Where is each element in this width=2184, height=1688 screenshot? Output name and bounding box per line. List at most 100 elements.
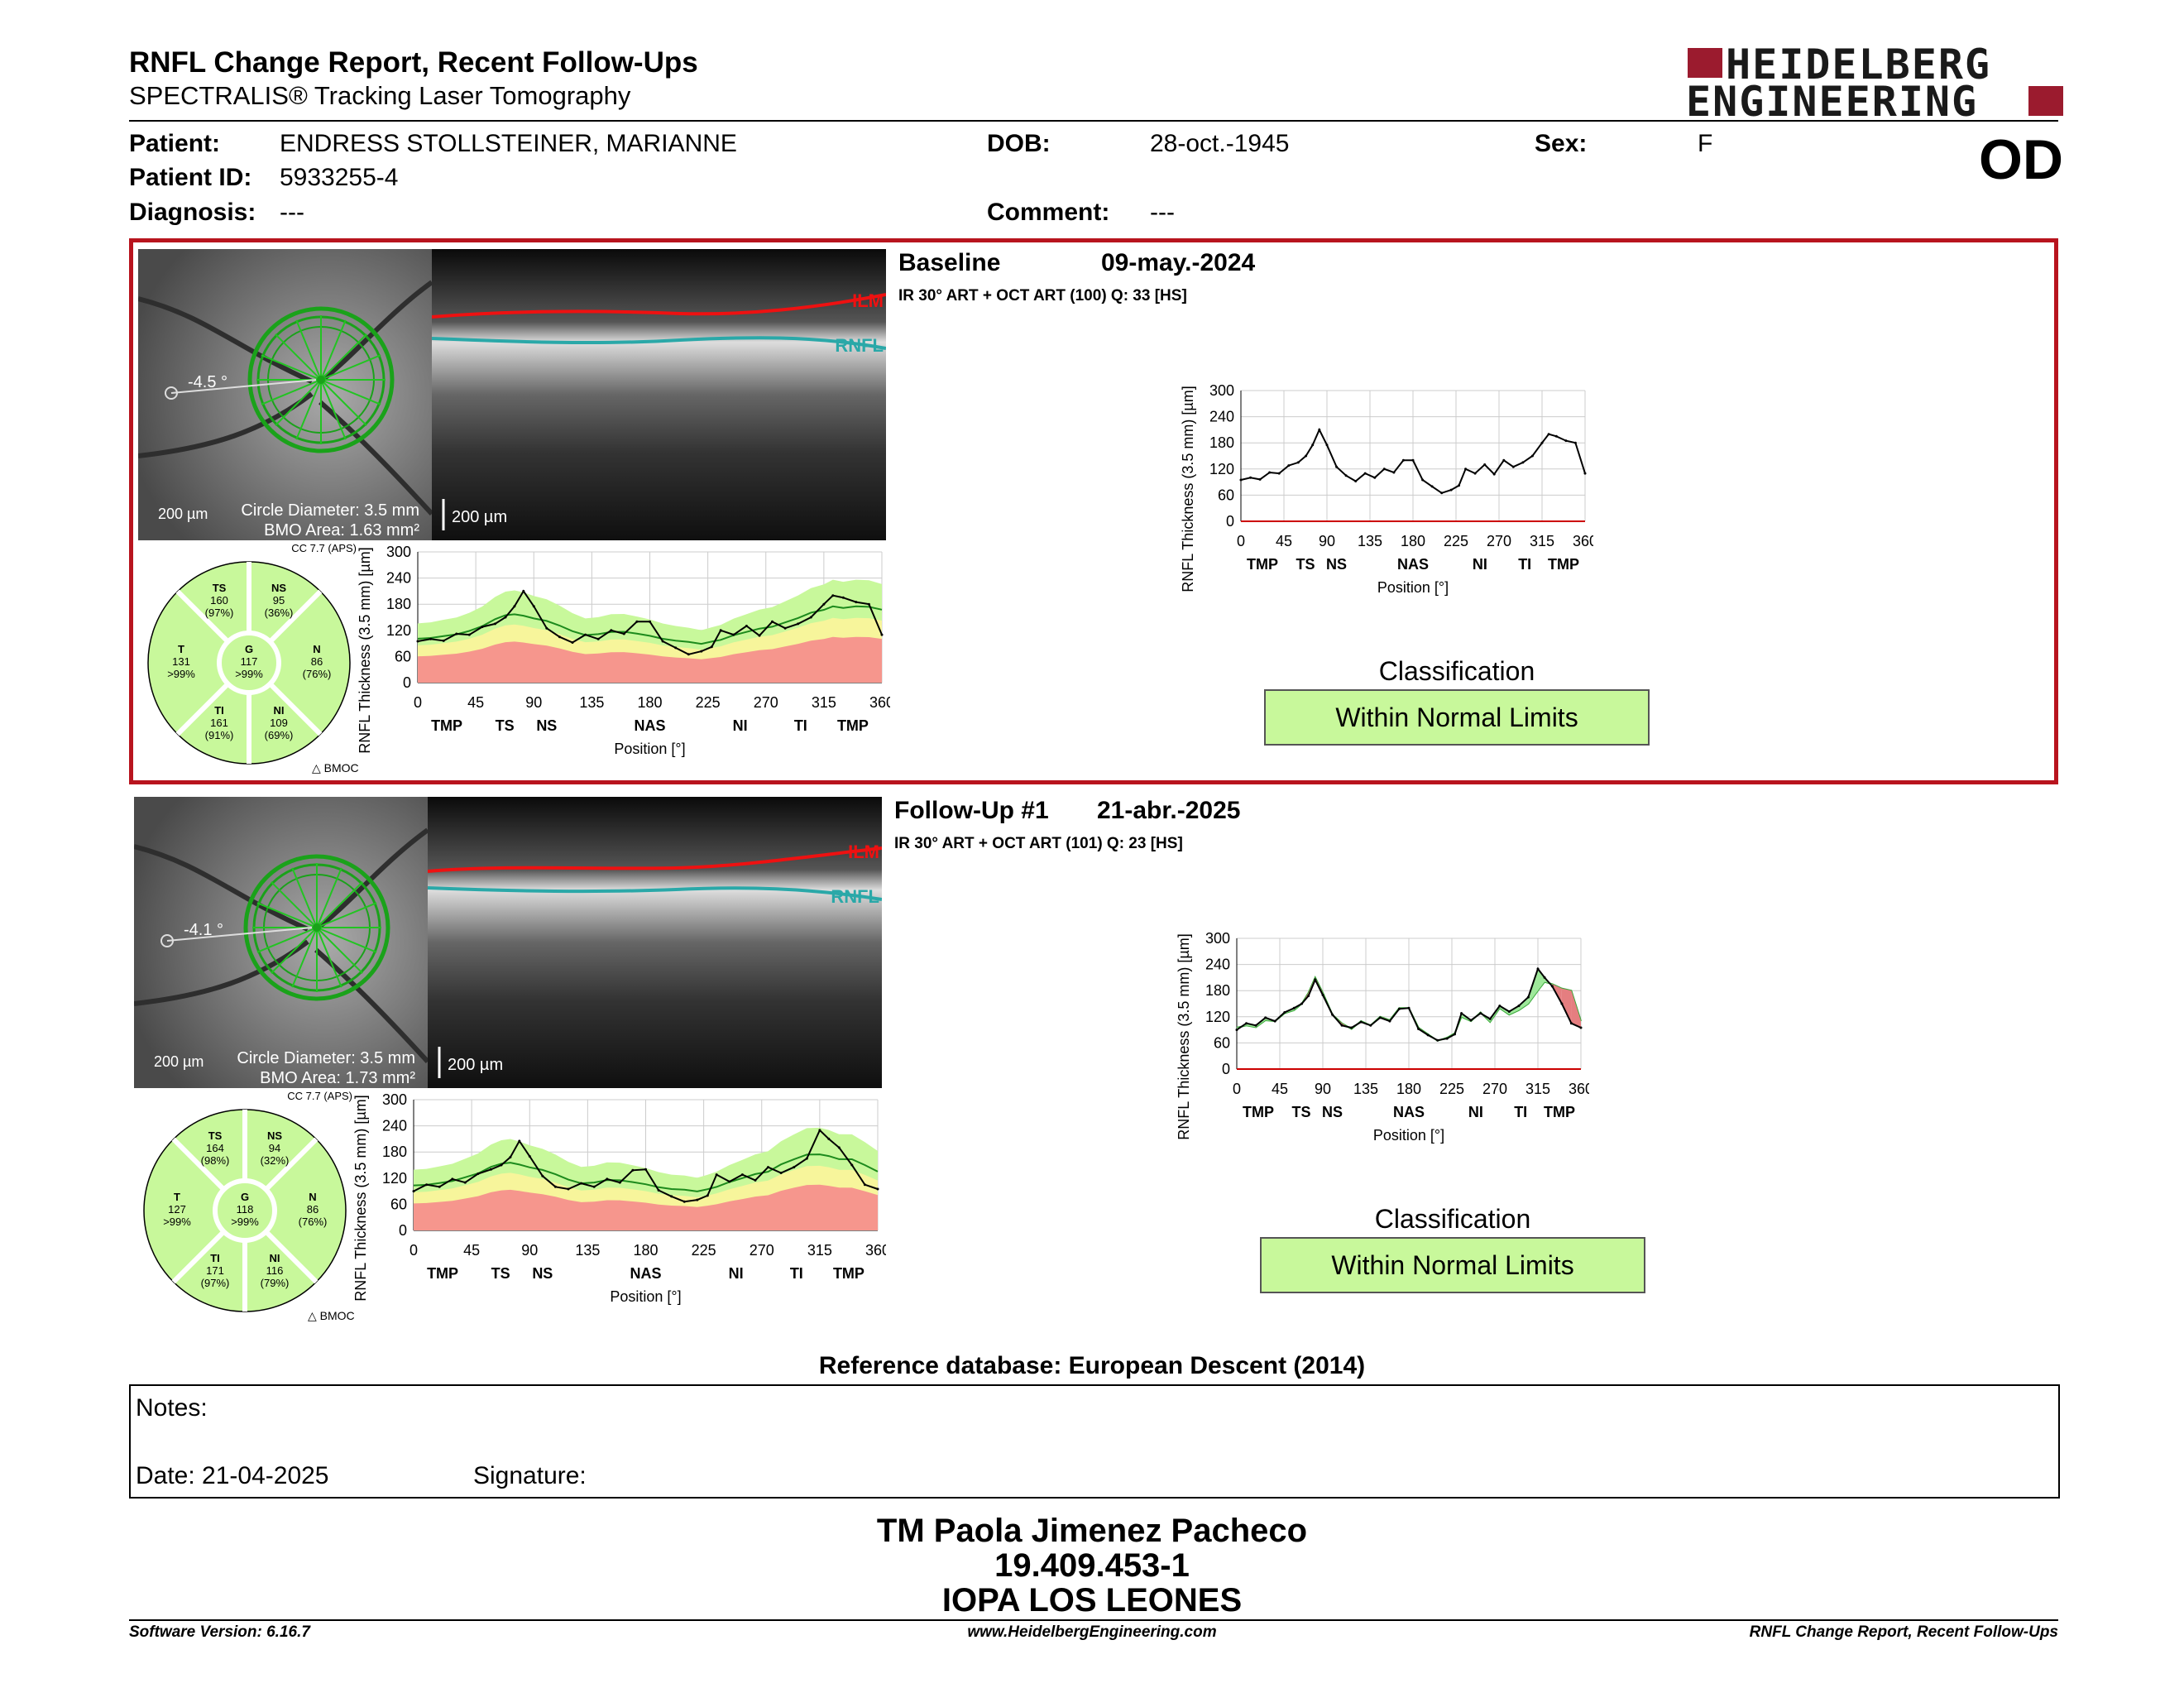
data-point (1344, 474, 1348, 477)
data-point (1460, 1012, 1463, 1015)
data-point (1483, 463, 1487, 466)
exam-date: 09-may.-2024 (1101, 249, 1256, 276)
comment-value: --- (1150, 199, 1175, 226)
patient-id-label: Patient ID: (129, 164, 252, 191)
sector-ni-v: 109 (270, 717, 288, 729)
data-point (1273, 1019, 1276, 1023)
bscan-image: ILM RNFL 200 µm (432, 249, 886, 540)
data-point (745, 625, 748, 627)
classification-label: Classification (1374, 1204, 1531, 1234)
data-point (518, 1139, 521, 1143)
bmoc-label: △ BMOC 35 µm (308, 1309, 357, 1322)
report-title: RNFL Change Report, Recent Follow-Ups (129, 46, 698, 79)
x-tick: 360 (869, 694, 890, 711)
y-tick: 240 (1209, 409, 1234, 425)
fundus-angle: -4.5 ° (188, 373, 228, 391)
x-tick: 0 (1233, 1081, 1241, 1097)
exam-title: Baseline (898, 249, 1001, 276)
y-tick: 60 (390, 1196, 407, 1212)
footer-report-name: RNFL Change Report, Recent Follow-Ups (1749, 1623, 2058, 1641)
x-tick: 0 (410, 1242, 418, 1259)
sector-tick: NI (729, 1265, 744, 1282)
rnfl-change-chart: RNFL Thickness (3.5 mm) [µm] 0 60 120 180 240… (1176, 930, 1589, 1144)
data-point (425, 1183, 429, 1187)
fundus-image: -4.5 ° 200 µm Circle Diameter: 3.5 mm BM… (138, 249, 432, 540)
baseline-panel: -4.5 ° 200 µm Circle Diameter: 3.5 mm BM… (129, 238, 2058, 784)
data-point (567, 1187, 570, 1191)
data-point (687, 653, 690, 656)
sector-t-p: >99% (167, 668, 195, 680)
data-point (1479, 1012, 1482, 1015)
x-tick: 225 (692, 1242, 716, 1259)
data-point (592, 1185, 596, 1188)
x-axis-label: Position [°] (614, 741, 685, 757)
data-point (1407, 1006, 1410, 1009)
sector-ns-p: (32%) (261, 1154, 290, 1167)
report-subtitle: SPECTRALIS® Tracking Laser Tomography (129, 81, 631, 110)
data-point (1469, 1019, 1473, 1022)
sector-tick: TI (1518, 556, 1531, 573)
data-point (1392, 471, 1396, 474)
y-tick: 0 (1226, 513, 1234, 530)
data-point (635, 620, 639, 623)
data-point (876, 1187, 879, 1191)
eye-label: OD (1979, 128, 2063, 191)
sector-tick: TS (1296, 556, 1315, 573)
sector-chart: CC 7.7 (APS) TS164(98%)NS94(32%)T127>99%… (143, 1090, 357, 1322)
sector-tick: TMP (1544, 1104, 1575, 1120)
data-point (1382, 468, 1386, 471)
data-point (818, 1129, 821, 1132)
data-point (1440, 492, 1444, 495)
sector-t-label: T (174, 1191, 180, 1203)
sector-tick: TMP (1548, 556, 1579, 573)
data-point (1325, 444, 1329, 447)
data-point (513, 605, 516, 608)
exam-title: Follow-Up #1 (894, 797, 1049, 824)
data-point (644, 1168, 647, 1171)
patient-name: ENDRESS STOLLSTEINER, MARIANNE (280, 130, 737, 157)
dob-label: DOB: (987, 130, 1051, 157)
data-point (1454, 1033, 1456, 1036)
data-point (1543, 976, 1546, 979)
logo-line2: ENGINEERING (1686, 78, 1979, 126)
sector-tick: NAS (1397, 556, 1429, 573)
sector-tick: NI (733, 717, 748, 734)
y-tick: 240 (382, 1118, 407, 1134)
data-point (793, 1166, 796, 1169)
data-point (841, 596, 845, 599)
sector-ti-p: (97%) (201, 1277, 230, 1289)
x-tick: 315 (812, 694, 836, 711)
classification-result: Within Normal Limits (1264, 689, 1650, 746)
data-point (700, 650, 703, 653)
data-point (1421, 478, 1425, 482)
x-tick: 135 (1353, 1081, 1378, 1097)
sector-ts-p: (97%) (205, 607, 234, 619)
data-point (715, 1173, 718, 1177)
bmoc-label: △ BMOC 61 µm (312, 761, 362, 774)
data-point (1363, 472, 1367, 475)
x-tick: 360 (865, 1242, 886, 1259)
y-axis-label: RNFL Thickness (3.5 mm) [µm] (352, 1095, 369, 1301)
data-point (674, 646, 678, 650)
bscan-scale: 200 µm (452, 508, 507, 526)
data-point (490, 1168, 492, 1171)
y-axis-label: RNFL Thickness (3.5 mm) [µm] (357, 547, 373, 753)
data-point (429, 637, 433, 640)
data-point (822, 602, 826, 606)
logo-line1: HEIDELBERG (1726, 41, 1992, 89)
data-point (500, 1163, 503, 1167)
data-point (1436, 1038, 1439, 1042)
data-point (1573, 441, 1577, 444)
data-point (827, 1137, 831, 1140)
data-point (1296, 461, 1300, 464)
sector-g-p: >99% (235, 668, 263, 680)
sector-ni-p: (69%) (265, 729, 294, 741)
footer-rule (129, 1619, 2058, 1621)
data-point (522, 589, 525, 592)
bmo-area: BMO Area: 1.73 mm² (260, 1069, 415, 1087)
fundus-scale: 200 µm (154, 1053, 204, 1070)
exam-date: 21-abr.-2025 (1097, 797, 1241, 824)
y-tick: 180 (386, 596, 411, 612)
data-point (1579, 1026, 1583, 1029)
data-point (706, 1194, 709, 1197)
